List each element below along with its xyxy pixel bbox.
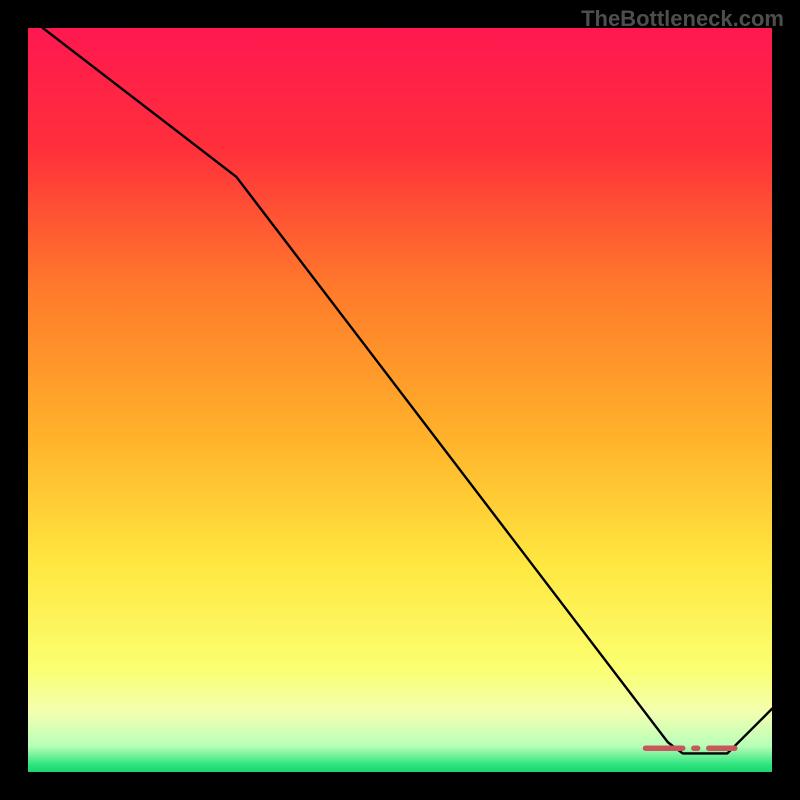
watermark-text: TheBottleneck.com [581,6,784,32]
main-line [43,28,772,753]
chart-container: { "watermark": { "text": "TheBottleneck.… [0,0,800,800]
chart-svg [28,28,772,772]
plot-area [28,28,772,772]
